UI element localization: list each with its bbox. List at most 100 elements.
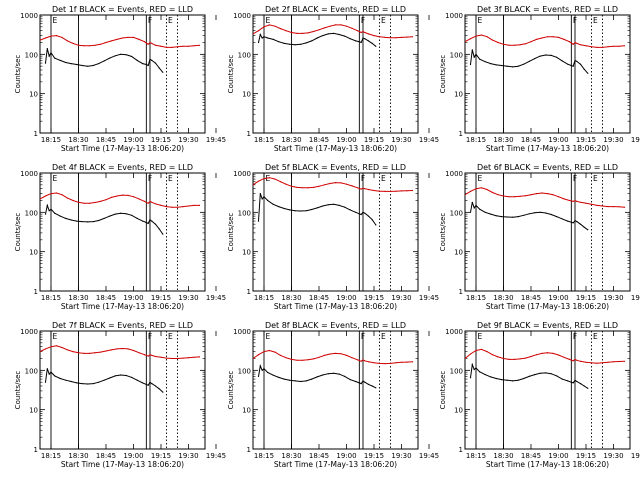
black-series-point [81, 64, 83, 67]
black-series-point [556, 56, 558, 58]
red-series-point [535, 354, 538, 356]
black-series-point [371, 385, 373, 387]
y-axis-label: Counts/sec [14, 55, 22, 94]
black-series-point [473, 368, 475, 371]
x-axis-label: Start Time (17-May-13 18:06:20) [486, 460, 609, 469]
black-series-point [338, 33, 340, 36]
y-tick-label: 1 [34, 130, 38, 138]
red-series-point [475, 35, 477, 37]
red-series-point [373, 362, 375, 364]
red-series-point [530, 194, 532, 196]
red-series-point [116, 195, 118, 197]
red-series-point [557, 354, 560, 356]
red-series-point [351, 27, 353, 29]
red-series-point [411, 36, 414, 38]
black-series-point [355, 380, 357, 383]
black-series-point [114, 375, 116, 377]
red-series-point [475, 349, 477, 352]
y-tick-label: 10 [454, 91, 463, 99]
x-axis-label: Start Time (17-May-13 18:06:20) [274, 302, 397, 311]
y-tick-label: 10 [242, 249, 251, 257]
black-series-point [65, 217, 67, 219]
black-series-point [517, 65, 519, 67]
x-tick-label: 18:30 [281, 294, 301, 302]
black-series-point [362, 211, 364, 213]
red-series-point [486, 36, 488, 38]
black-series-point [294, 44, 296, 46]
black-series-line [470, 49, 589, 74]
black-series-point [147, 222, 149, 225]
y-axis-label: Counts/sec [439, 55, 447, 94]
time-marker-label: E [381, 174, 386, 183]
black-series-point [534, 58, 536, 60]
red-series-point [546, 36, 549, 38]
black-series-point [360, 213, 362, 216]
black-series-point [570, 221, 572, 223]
black-series-line [45, 203, 164, 235]
red-series-point [585, 45, 587, 47]
red-series-point [356, 187, 359, 189]
black-series-point [267, 371, 269, 374]
black-series-point [572, 65, 574, 67]
black-series-point [48, 55, 50, 57]
red-series-point [579, 44, 582, 46]
plot-frame [39, 172, 206, 292]
red-series-point [568, 358, 571, 360]
red-series-point [546, 193, 549, 195]
x-tick-label: 19:15 [576, 294, 596, 302]
red-series-point [572, 200, 574, 202]
x-tick-label: 19:00 [336, 294, 356, 302]
red-series-point [367, 188, 370, 191]
red-series-point [160, 356, 162, 358]
red-series-point [116, 38, 118, 41]
detector-panel-4: Det 4f BLACK = Events, RED = LLD 1 10 100 10… [14, 163, 226, 311]
red-series-line [40, 345, 200, 359]
black-series-point [145, 63, 147, 66]
y-tick-label: 1000 [20, 328, 38, 336]
black-series-point [154, 62, 157, 64]
black-series-point [362, 380, 364, 382]
black-series-point [561, 218, 563, 220]
black-series-point [338, 204, 340, 206]
black-series-point [561, 378, 563, 380]
red-series-point [491, 354, 494, 356]
red-series-line [465, 34, 625, 48]
red-series-point [607, 46, 609, 48]
black-series-point [46, 368, 48, 370]
black-series-point [300, 43, 302, 45]
red-series-point [132, 196, 135, 198]
black-series-point [257, 41, 260, 44]
red-series-point [568, 199, 571, 202]
black-series-line [258, 32, 377, 47]
black-series-point [479, 208, 481, 210]
red-series-point [530, 355, 532, 358]
red-series-point [99, 43, 102, 45]
y-tick-label: 100 [25, 367, 38, 375]
x-tick-label: 19:00 [336, 452, 356, 460]
black-series-line [258, 193, 377, 226]
panel-title: Det 7f BLACK = Events, RED = LLD [52, 321, 193, 330]
red-series-point [198, 204, 201, 206]
red-series-point [373, 35, 375, 37]
black-series-point [360, 41, 362, 44]
red-series-point [524, 357, 527, 359]
red-series-point [590, 46, 593, 48]
red-series-point [384, 36, 386, 39]
red-series-point [465, 357, 466, 360]
red-series-point [268, 177, 271, 179]
black-series-point [471, 201, 473, 203]
black-series-point [512, 66, 514, 68]
red-series-point [541, 37, 543, 39]
red-series-point [99, 200, 102, 202]
y-tick-label: 1 [459, 446, 463, 454]
red-series-point [535, 193, 538, 195]
black-series-point [136, 59, 138, 62]
y-axis-label: Counts/sec [14, 371, 22, 410]
red-series-point [323, 354, 326, 356]
red-series-point [318, 29, 320, 31]
x-tick-label: 18:15 [466, 136, 486, 144]
black-series-point [76, 382, 78, 384]
black-series-point [46, 204, 48, 206]
y-axis-label: Counts/sec [227, 55, 235, 94]
time-marker-label: E [168, 16, 173, 25]
